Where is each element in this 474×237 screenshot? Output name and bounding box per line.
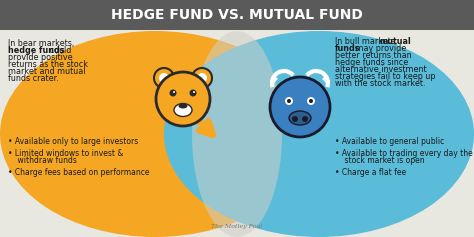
- Text: In bear markets,: In bear markets,: [8, 39, 74, 48]
- Ellipse shape: [174, 104, 192, 117]
- Text: hedge funds since: hedge funds since: [335, 58, 408, 67]
- Text: hedge funds: hedge funds: [8, 46, 64, 55]
- Circle shape: [287, 99, 291, 103]
- Text: strategies fail to keep up: strategies fail to keep up: [335, 72, 436, 81]
- Text: stock market is open: stock market is open: [335, 156, 425, 165]
- Text: alternative investment: alternative investment: [335, 65, 427, 74]
- Ellipse shape: [289, 111, 311, 125]
- Text: mutual: mutual: [379, 37, 411, 46]
- Ellipse shape: [0, 31, 310, 237]
- Text: • Available to general public: • Available to general public: [335, 137, 444, 146]
- Circle shape: [307, 97, 315, 105]
- Circle shape: [309, 99, 313, 103]
- Circle shape: [193, 91, 195, 93]
- Text: HEDGE FUND VS. MUTUAL FUND: HEDGE FUND VS. MUTUAL FUND: [111, 8, 363, 22]
- FancyBboxPatch shape: [0, 0, 474, 30]
- Circle shape: [285, 97, 293, 105]
- Text: may provide: may provide: [353, 44, 406, 53]
- Circle shape: [190, 90, 197, 96]
- Ellipse shape: [164, 31, 474, 237]
- Text: • Limited windows to invest &: • Limited windows to invest &: [8, 149, 123, 158]
- Text: better returns than: better returns than: [335, 51, 411, 60]
- Circle shape: [170, 90, 176, 96]
- Ellipse shape: [179, 104, 188, 109]
- Circle shape: [156, 72, 210, 126]
- Circle shape: [197, 73, 207, 83]
- Text: funds crater.: funds crater.: [8, 74, 59, 83]
- Circle shape: [173, 91, 175, 93]
- Circle shape: [292, 116, 298, 122]
- Text: withdraw funds: withdraw funds: [8, 156, 77, 165]
- Circle shape: [154, 68, 174, 88]
- Text: • Charge a flat fee: • Charge a flat fee: [335, 168, 406, 177]
- Text: • Charge fees based on performance: • Charge fees based on performance: [8, 168, 149, 177]
- Text: could: could: [47, 46, 72, 55]
- Text: • Available only to large investors: • Available only to large investors: [8, 137, 138, 146]
- Text: funds: funds: [335, 44, 361, 53]
- Circle shape: [302, 116, 308, 122]
- Text: returns as the stock: returns as the stock: [8, 60, 88, 69]
- Circle shape: [270, 77, 330, 137]
- Text: market and mutual: market and mutual: [8, 67, 85, 76]
- Circle shape: [159, 73, 169, 83]
- Text: provide positive: provide positive: [8, 53, 73, 62]
- Circle shape: [192, 68, 212, 88]
- FancyBboxPatch shape: [0, 30, 474, 237]
- Ellipse shape: [192, 31, 282, 237]
- Text: • Available to trading every day the: • Available to trading every day the: [335, 149, 473, 158]
- Text: In bull markets,: In bull markets,: [335, 37, 400, 46]
- Text: with the stock market.: with the stock market.: [335, 79, 426, 88]
- Text: The Motley Fool: The Motley Fool: [211, 224, 263, 229]
